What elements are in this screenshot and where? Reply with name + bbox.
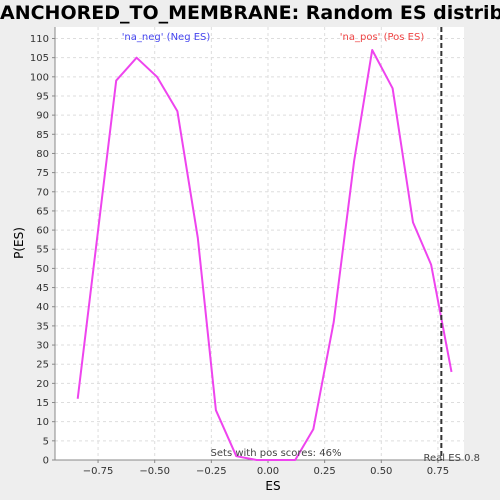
x-axis-label: ES (265, 479, 280, 493)
y-tick-label: 75 (36, 168, 49, 179)
y-tick-label: 100 (30, 72, 49, 83)
y-tick-label: 95 (36, 91, 49, 102)
series-layer (76, 49, 453, 461)
pos-scores-note: Sets with pos scores: 46% (211, 448, 342, 459)
x-tick-label: 0.25 (314, 466, 336, 477)
x-tick-label: −0.75 (83, 466, 114, 477)
y-tick-label: 105 (30, 53, 49, 64)
y-tick-label: 25 (36, 360, 49, 371)
x-tick-label: 0.75 (427, 466, 449, 477)
x-tick-label: 0.50 (370, 466, 392, 477)
y-tick-label: 85 (36, 130, 49, 141)
neg-es-label: 'na_neg' (Neg ES) (122, 32, 211, 43)
x-tick-label: −0.50 (139, 466, 170, 477)
y-tick-label: 55 (36, 245, 49, 256)
y-tick-label: 10 (36, 417, 49, 428)
y-tick-label: 60 (36, 226, 49, 237)
distribution-line (76, 49, 453, 461)
x-tick-label: 0.00 (257, 466, 279, 477)
y-tick-label: 30 (36, 341, 49, 352)
y-tick-label: 80 (36, 149, 49, 160)
y-tick-label: 90 (36, 111, 49, 122)
pos-es-label: 'na_pos' (Pos ES) (340, 32, 425, 43)
tick-marks: 0 5 10 15 20 25 30 35 40 45 50 55 60 65 70 75 80 85 90 95 10… (30, 34, 449, 477)
grid-lines (55, 27, 464, 461)
y-tick-label: 15 (36, 398, 49, 409)
y-tick-label: 50 (36, 264, 49, 275)
y-tick-label: 70 (36, 187, 49, 198)
y-tick-label: 45 (36, 283, 49, 294)
chart-title: ANCHORED_TO_MEMBRANE: Random ES distribu… (0, 2, 500, 24)
y-tick-label: 65 (36, 206, 49, 217)
y-axis-label: P(ES) (12, 227, 26, 259)
real-es-label: Real ES 0.8 (424, 453, 480, 464)
y-tick-label: 110 (30, 34, 49, 45)
plot-area (55, 27, 464, 460)
y-tick-label: 5 (43, 436, 49, 447)
y-tick-label: 35 (36, 321, 49, 332)
annotations: 'na_neg' (Neg ES) 'na_pos' (Pos ES) Sets w… (122, 27, 480, 464)
y-tick-label: 0 (43, 456, 49, 467)
x-tick-label: −0.25 (196, 466, 227, 477)
y-tick-label: 40 (36, 302, 49, 313)
y-tick-label: 20 (36, 379, 49, 390)
